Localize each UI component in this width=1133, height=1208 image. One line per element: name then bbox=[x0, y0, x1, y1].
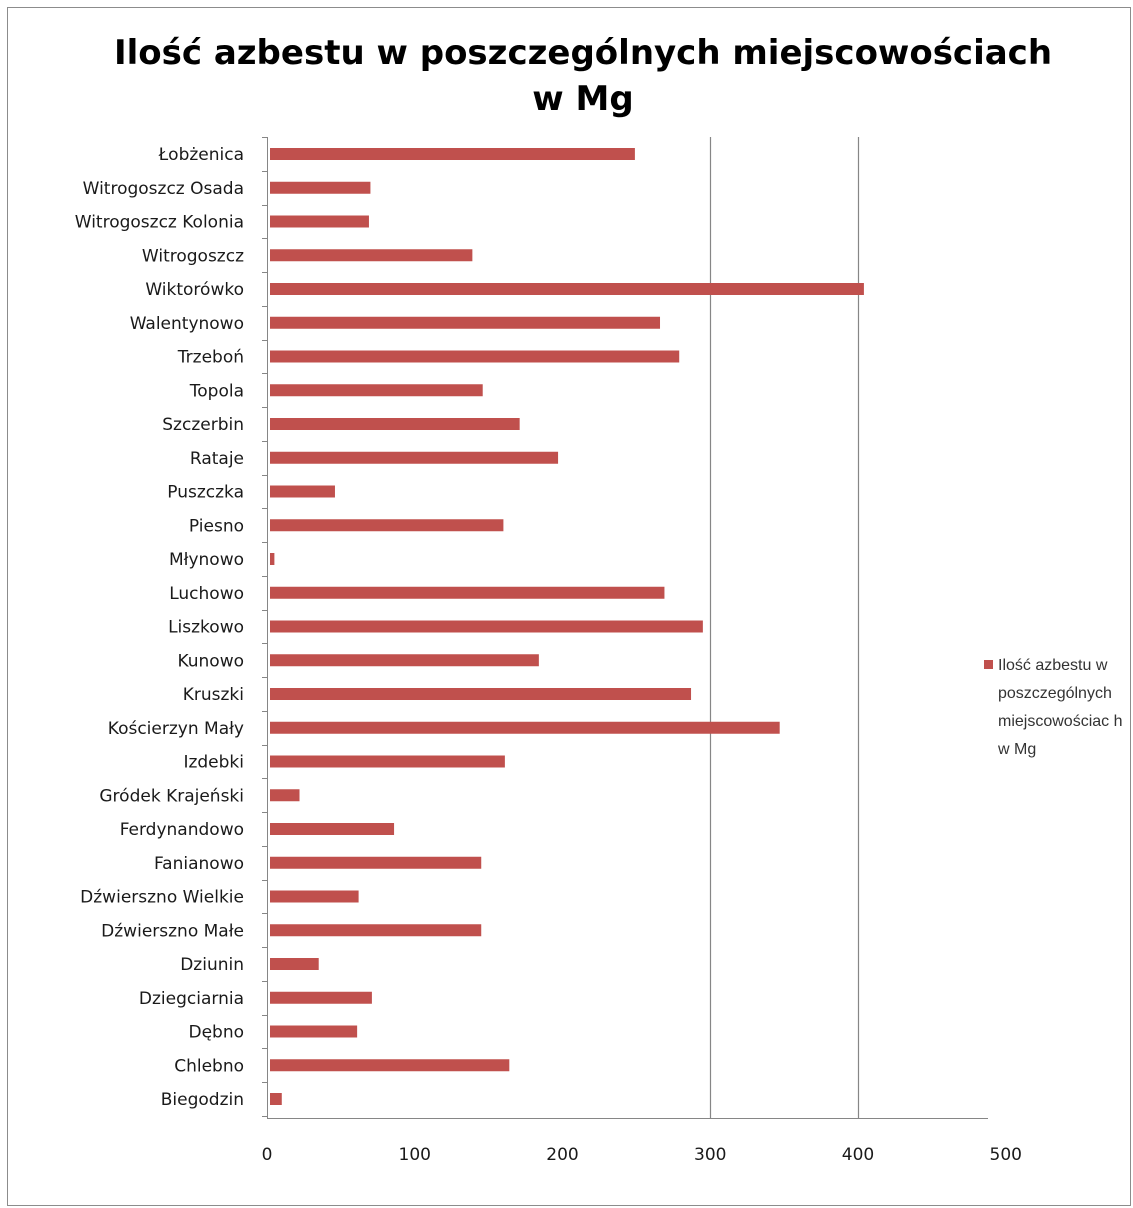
category-label: Witrogoszcz Osada bbox=[83, 179, 244, 199]
category-label: Ferdynandowo bbox=[120, 820, 244, 840]
x-tick-label: 500 bbox=[990, 1145, 1022, 1165]
bar-9 bbox=[270, 451, 559, 464]
category-label: Walentynowo bbox=[130, 314, 244, 334]
bar-15 bbox=[270, 654, 539, 667]
x-tick-label: 200 bbox=[546, 1145, 578, 1165]
bar-28 bbox=[270, 1093, 282, 1105]
category-label: Liszkowo bbox=[168, 618, 244, 638]
bar-8 bbox=[270, 418, 520, 430]
legend-label: Ilość azbestu w poszczególnych miejscowo… bbox=[998, 657, 1123, 758]
bar-10 bbox=[270, 485, 335, 498]
bar-13 bbox=[270, 586, 665, 599]
bar-4 bbox=[270, 283, 864, 295]
bar-18 bbox=[270, 755, 505, 768]
category-label: Dźwierszno Małe bbox=[101, 921, 244, 941]
category-label: Dziegciarnia bbox=[139, 989, 244, 1009]
bar-19 bbox=[270, 789, 300, 802]
category-label: Piesno bbox=[189, 516, 244, 536]
bar-3 bbox=[270, 249, 473, 262]
bar-14 bbox=[270, 620, 703, 633]
bar-1 bbox=[270, 181, 371, 194]
category-label: Szczerbin bbox=[162, 415, 244, 435]
bar-22 bbox=[270, 890, 359, 903]
category-label: Izdebki bbox=[183, 753, 244, 773]
category-label: Dębno bbox=[188, 1023, 244, 1043]
chart-title: Ilość azbestu w poszczególnych miejscowo… bbox=[113, 33, 1053, 119]
bar-6 bbox=[270, 350, 680, 363]
bar-23 bbox=[270, 924, 482, 937]
bar-12 bbox=[270, 553, 275, 565]
category-label: Kunowo bbox=[177, 651, 244, 671]
category-label: Fanianowo bbox=[154, 854, 244, 874]
category-label: Chlebno bbox=[174, 1056, 244, 1076]
category-label: Kościerzyn Mały bbox=[108, 719, 244, 739]
bar-0 bbox=[270, 148, 635, 160]
chart-frame bbox=[7, 7, 1131, 1206]
bar-20 bbox=[270, 823, 395, 835]
category-label: Trzeboń bbox=[177, 348, 244, 368]
category-label: Topola bbox=[189, 381, 244, 401]
category-label: Łobżenica bbox=[158, 145, 244, 165]
bar-25 bbox=[270, 991, 372, 1004]
category-label: Dźwierszno Wielkie bbox=[80, 888, 244, 908]
bar-16 bbox=[270, 688, 692, 700]
category-label: Dziunin bbox=[180, 955, 244, 975]
category-label: Witrogoszcz bbox=[142, 246, 244, 266]
category-label: Witrogoszcz Kolonia bbox=[75, 213, 244, 233]
category-label: Młynowo bbox=[169, 550, 244, 570]
category-label: Rataje bbox=[190, 449, 244, 469]
bar-21 bbox=[270, 856, 482, 869]
category-label: Gródek Krajeński bbox=[99, 786, 244, 806]
bar-2 bbox=[270, 215, 369, 228]
bar-7 bbox=[270, 384, 483, 397]
bar-11 bbox=[270, 519, 504, 532]
x-tick-label: 400 bbox=[842, 1145, 874, 1165]
category-label: Luchowo bbox=[169, 584, 244, 604]
x-tick-label: 300 bbox=[694, 1145, 726, 1165]
x-tick-label: 100 bbox=[399, 1145, 431, 1165]
category-label: Kruszki bbox=[183, 685, 244, 705]
bar-26 bbox=[270, 1025, 358, 1038]
legend-swatch bbox=[984, 660, 993, 669]
x-tick-label: 0 bbox=[262, 1145, 273, 1165]
bar-5 bbox=[270, 316, 661, 329]
category-label: Puszczka bbox=[167, 483, 244, 503]
category-label: Wiktorówko bbox=[145, 280, 244, 300]
bar-27 bbox=[270, 1059, 510, 1072]
bar-24 bbox=[270, 958, 319, 970]
bar-17 bbox=[270, 721, 780, 734]
category-label: Biegodzin bbox=[161, 1090, 244, 1110]
